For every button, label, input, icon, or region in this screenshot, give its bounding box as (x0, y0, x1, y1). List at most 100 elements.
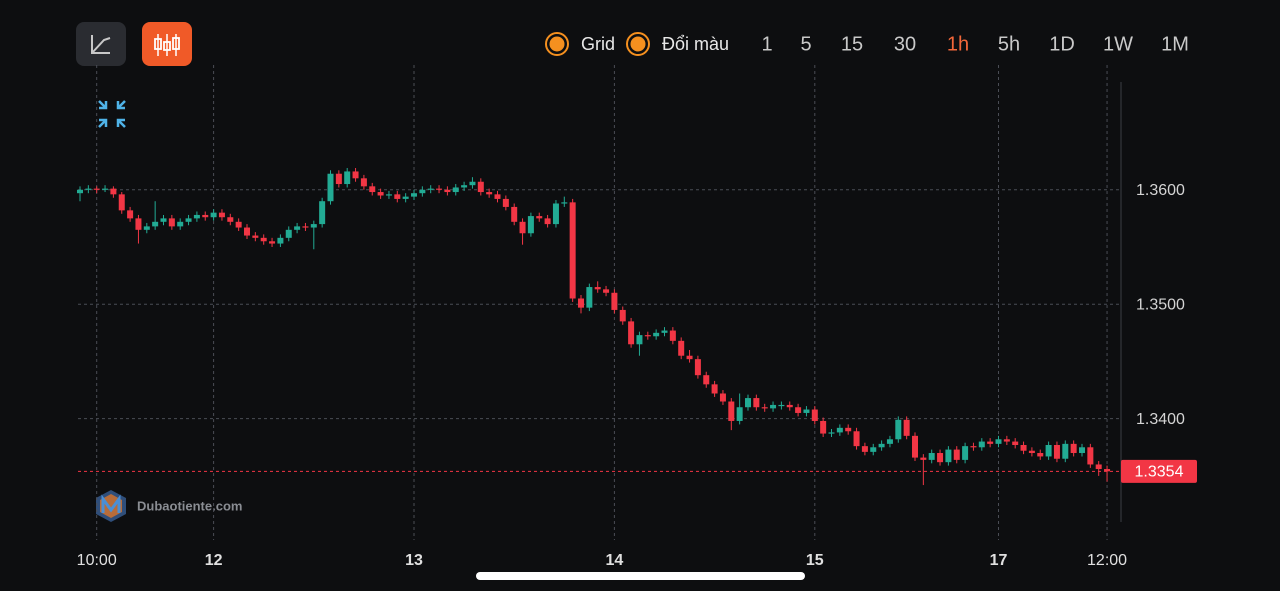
candle-body (912, 435, 918, 458)
candle-body (461, 185, 468, 188)
x-tick-label: 10:00 (77, 552, 117, 569)
candle-body (377, 192, 384, 196)
candle-body (319, 201, 326, 225)
candle-icon (154, 38, 162, 50)
last-price-box (1121, 459, 1197, 483)
candle-body (168, 218, 175, 227)
candle-body (820, 420, 827, 434)
candle-body (218, 212, 225, 218)
candle-body (628, 321, 635, 345)
candle-body (803, 409, 810, 413)
candle-body (77, 189, 83, 194)
timeframe[interactable]: 1M (1161, 33, 1189, 55)
radio-dot (549, 36, 565, 52)
candle-body (202, 214, 209, 218)
radio[interactable] (545, 32, 569, 56)
candle-body (444, 189, 451, 193)
fullscreen-icon[interactable] (98, 100, 126, 128)
candle-body (1045, 445, 1052, 457)
candle-body (494, 194, 501, 199)
last-price-label: 1.3354 (1135, 464, 1184, 481)
radio-dot (630, 36, 646, 52)
candle-body (327, 173, 334, 202)
x-tick-label: 12 (205, 552, 223, 569)
candle-body (603, 289, 610, 293)
candle-body (185, 218, 192, 222)
candle-body (1020, 445, 1027, 451)
candle-body (686, 355, 693, 360)
candle-body (1003, 439, 1010, 442)
candle-body (118, 194, 125, 211)
timeframe[interactable]: 5h (998, 33, 1020, 55)
candle-body (502, 198, 509, 207)
candle-body (678, 340, 685, 356)
candle-body (569, 202, 576, 299)
y-tick-label: 1.3600 (1136, 182, 1185, 199)
candle-body (486, 192, 493, 195)
candle-body (770, 404, 777, 409)
candle-body (995, 439, 1002, 444)
timeframe[interactable]: 5 (800, 33, 811, 55)
candle-body (1070, 443, 1077, 454)
candle-body (1095, 464, 1102, 470)
candle-body (527, 216, 534, 234)
candle-body (452, 187, 459, 193)
candle-body (786, 404, 793, 408)
line-icon (91, 35, 111, 54)
candle-body (477, 181, 484, 193)
candle-body (828, 432, 835, 434)
candle-body (102, 188, 109, 190)
watermark-logo (96, 490, 126, 522)
candle-body (302, 226, 309, 228)
candle-body (1053, 445, 1060, 459)
y-tick-label: 1.3400 (1136, 411, 1185, 428)
candle-body (753, 398, 760, 408)
candle-body (586, 287, 593, 308)
timeframe[interactable]: 1 (761, 33, 772, 55)
candle-body (953, 449, 960, 460)
candle-body (1028, 450, 1035, 454)
timeframe[interactable]: 1h (947, 33, 969, 55)
candle-body (920, 457, 927, 460)
candle-body (619, 309, 626, 322)
candle-body (160, 218, 167, 222)
candle-body (552, 203, 559, 225)
timeframe[interactable]: 30 (894, 33, 916, 55)
x-tick-label: 12:00 (1087, 552, 1127, 569)
candle-body (611, 292, 618, 310)
candle-body (644, 335, 651, 337)
candle-body (886, 439, 893, 444)
timeframe[interactable]: 1W (1103, 33, 1133, 55)
candle-body (1104, 469, 1111, 472)
timeframe[interactable]: 1D (1049, 33, 1075, 55)
candle-body (861, 446, 868, 452)
candle-body (227, 217, 234, 222)
candle-body (402, 196, 409, 199)
candle-body (836, 427, 843, 433)
candle-icon (172, 37, 180, 50)
candle-body (310, 224, 317, 228)
option-label[interactable]: Grid (581, 34, 615, 54)
line-chart-button[interactable] (76, 22, 126, 66)
candle-body (853, 431, 860, 447)
candle-body (536, 216, 543, 219)
candle-body (369, 186, 376, 193)
candle-body (544, 218, 551, 225)
candle-body (127, 210, 134, 219)
timeframe[interactable]: 15 (841, 33, 863, 55)
candle-chart-button[interactable] (142, 22, 192, 66)
candle-body (93, 188, 100, 190)
candle-body (870, 447, 877, 452)
candle-icon (163, 41, 171, 51)
candle-body (1062, 443, 1069, 459)
candle-body (661, 330, 668, 333)
candle-body (469, 181, 476, 186)
radio[interactable] (626, 32, 650, 56)
candle-body (694, 359, 701, 376)
candle-body (244, 227, 250, 236)
option-label[interactable]: Đổi màu (662, 34, 729, 54)
candle-body (711, 384, 718, 394)
candle-body (987, 441, 994, 444)
